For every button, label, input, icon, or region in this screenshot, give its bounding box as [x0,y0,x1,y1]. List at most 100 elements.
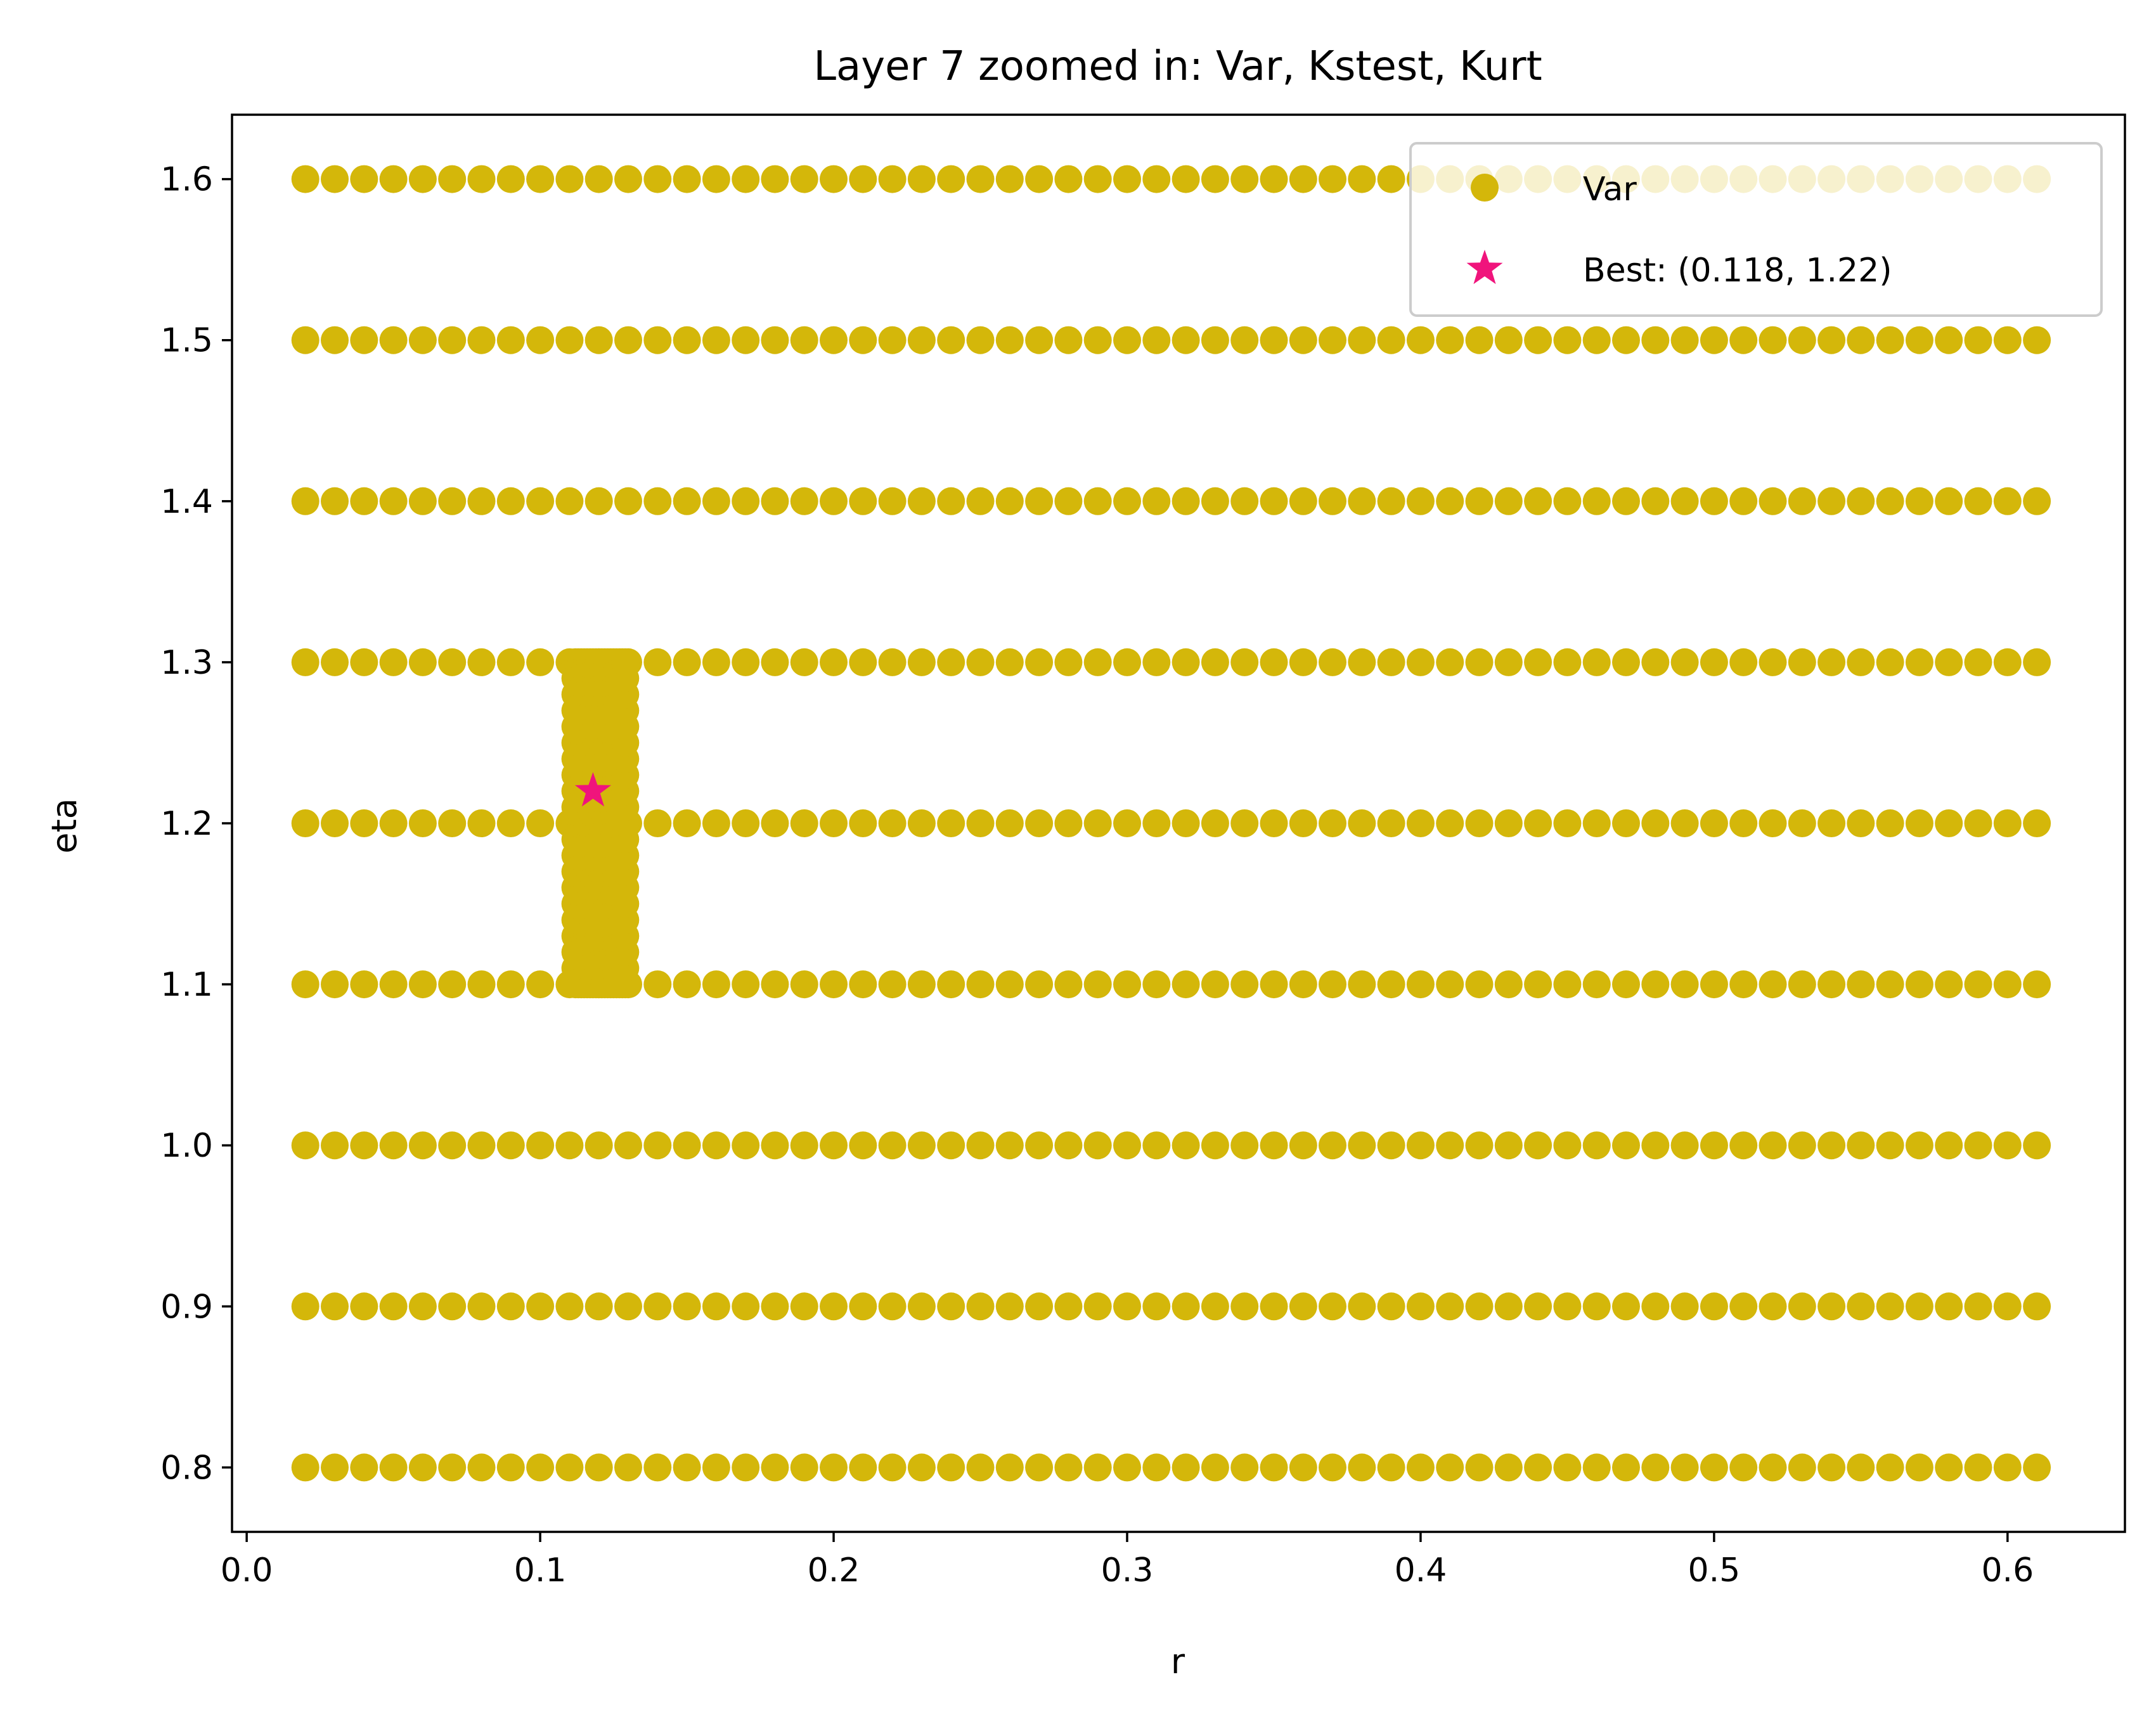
var-point [702,326,730,354]
var-point [1348,487,1376,515]
var-point [1759,1131,1787,1160]
var-point [1201,487,1229,515]
var-point [1847,326,1875,354]
var-point [761,1453,789,1482]
var-point [820,326,848,354]
x-axis-label: r [1171,1642,1185,1681]
var-point [732,1292,760,1321]
var-point [1905,970,1933,999]
var-point [1729,1292,1758,1321]
var-point [1494,1131,1523,1160]
var-point [555,1453,584,1482]
var-point [526,648,555,676]
var-point [1230,165,1259,193]
var-point [1348,1292,1376,1321]
var-point [1465,1131,1494,1160]
var-point [1172,1131,1200,1160]
var-point [1230,326,1259,354]
var-point [673,648,701,676]
var-point [1319,809,1346,837]
var-point [1172,165,1200,193]
var-point [907,1453,936,1482]
var-point [1348,648,1376,676]
var-point [291,970,320,999]
var-point [1348,1453,1376,1482]
y-tick-label: 1.5 [160,322,213,360]
var-point [1641,1453,1670,1482]
var-point [467,970,496,999]
var-point [1964,1453,1992,1482]
var-point [643,165,672,193]
var-point [1142,1131,1171,1160]
var-point [1260,326,1288,354]
var-point [1612,648,1640,676]
var-point [643,648,672,676]
var-point [761,648,789,676]
var-point [1700,1131,1728,1160]
var-point [1230,970,1259,999]
var-point [1553,970,1582,999]
var-point [584,487,613,515]
var-point [1641,1292,1670,1321]
var-point [1729,1453,1758,1482]
var-point [1553,326,1582,354]
var-point [291,809,320,837]
var-point [1406,487,1435,515]
var-point [1113,809,1141,837]
legend: Var Best: (0.118, 1.22) [1409,142,2103,317]
var-point [937,1131,965,1160]
var-point [1230,487,1259,515]
var-point [2023,1131,2051,1160]
var-point [1436,1453,1464,1482]
var-point [1759,326,1787,354]
var-point [790,648,818,676]
var-point [1876,326,1904,354]
var-point [408,809,437,837]
var-point [1377,1292,1405,1321]
var-point [732,326,760,354]
var-point [790,165,818,193]
var-point [350,326,378,354]
var-point [1465,970,1494,999]
var-point [790,487,818,515]
var-point [1612,487,1640,515]
var-point [1964,1292,1992,1321]
var-point [1260,1131,1288,1160]
var-point [1612,326,1640,354]
var-point [1319,970,1346,999]
var-point [673,1453,701,1482]
var-point [878,326,907,354]
var-point [1289,1292,1317,1321]
var-point [1142,487,1171,515]
var-point [291,487,320,515]
var-point [1406,970,1435,999]
var-point [1289,1453,1317,1482]
var-point [732,1131,760,1160]
var-point [438,1292,467,1321]
var-point [820,970,848,999]
var-point [1612,1453,1640,1482]
var-point [1993,487,2022,515]
var-point [820,1453,848,1482]
var-point [1524,1131,1552,1160]
var-point [1905,1131,1933,1160]
chart-title: Layer 7 zoomed in: Var, Kstest, Kurt [813,43,1542,90]
var-point [1905,326,1933,354]
var-point [1260,487,1288,515]
var-point [995,165,1024,193]
var-point [1260,165,1288,193]
var-point [1230,809,1259,837]
var-point [1964,326,1992,354]
var-point [1377,1453,1405,1482]
var-point [379,1453,408,1482]
var-point [1670,809,1699,837]
var-point [1201,970,1229,999]
var-point [1201,809,1229,837]
var-point [291,1292,320,1321]
var-point [1876,1131,1904,1160]
var-point [496,1131,525,1160]
var-point [732,970,760,999]
var-point [1964,487,1992,515]
var-point [1142,1292,1171,1321]
var-point [1054,648,1083,676]
